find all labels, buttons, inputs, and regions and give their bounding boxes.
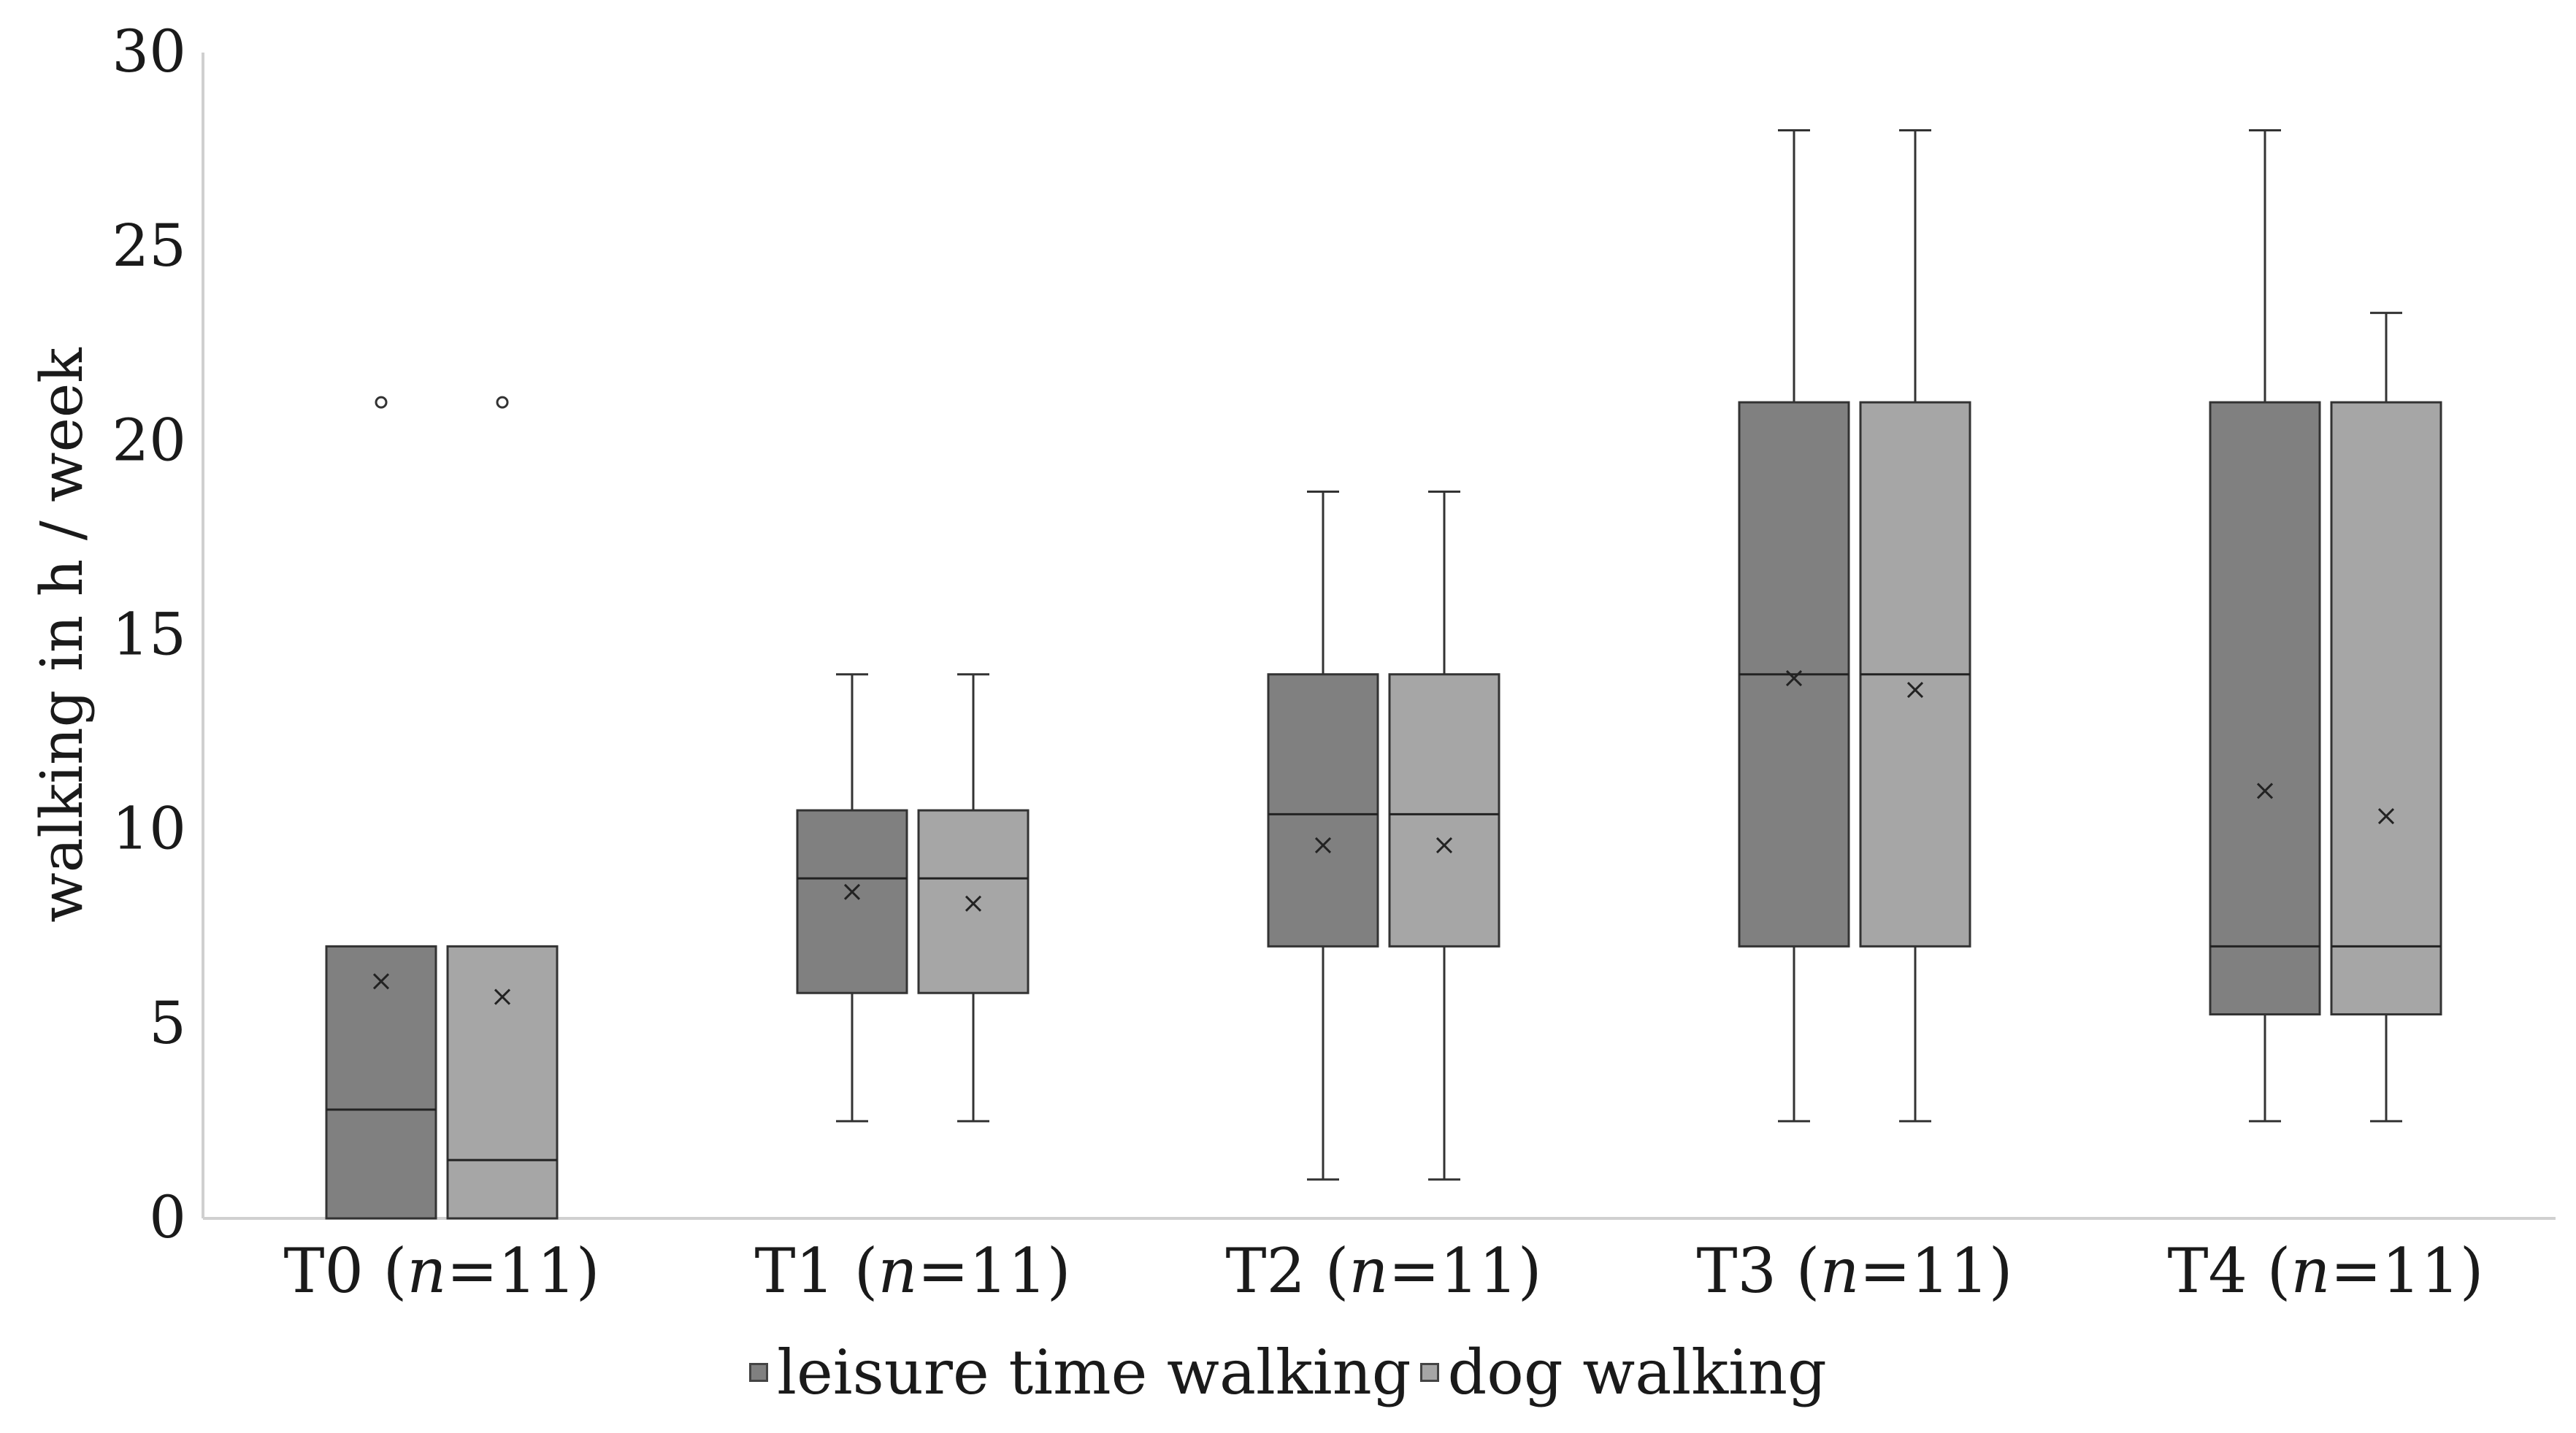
x-tick-label-T4: T4 (n=11): [2167, 1235, 2483, 1307]
box-iqr: [796, 809, 908, 994]
box-dog-T1: [917, 673, 1030, 1123]
mean-marker: [843, 883, 861, 900]
x-tick-labels: T0 (n=11) T1 (n=11) T2 (n=11) T3 (n=11) T4 (…: [283, 1235, 2483, 1307]
legend-label-dog: dog walking: [1447, 1337, 1827, 1408]
mean-marker: [1435, 837, 1453, 854]
y-tick-label: 30: [112, 18, 186, 85]
box-iqr: [917, 809, 1030, 994]
box-iqr: [325, 945, 437, 1220]
box-dog-T2: [1388, 491, 1500, 1181]
box-dog-T3: [1859, 128, 1971, 1123]
mean-marker: [2377, 807, 2395, 825]
outlier-point: [375, 396, 388, 409]
legend: leisure time walking dog walking: [0, 1342, 2576, 1403]
outlier-point: [496, 396, 509, 409]
legend-swatch-dog: [1419, 1363, 1439, 1382]
box-leisure-T1: [796, 673, 908, 1123]
legend-item-leisure: leisure time walking: [749, 1342, 1411, 1403]
legend-swatch-leisure: [749, 1363, 769, 1382]
box-leisure-T3: [1738, 128, 1850, 1123]
box-dog-T0: [446, 396, 559, 1220]
mean-marker: [1906, 681, 1924, 699]
mean-marker: [965, 895, 982, 912]
y-axis-label: walking in h / week: [28, 347, 96, 923]
y-tick-label: 20: [112, 406, 186, 474]
mean-marker: [1314, 837, 1332, 854]
legend-item-dog: dog walking: [1419, 1337, 1827, 1408]
x-tick-label-T2: T2 (n=11): [1225, 1235, 1541, 1307]
mean-marker: [1785, 669, 1803, 687]
box-iqr: [1267, 673, 1379, 948]
box-iqr: [1388, 673, 1500, 948]
box-groups: [325, 128, 2442, 1220]
mean-marker: [494, 988, 511, 1005]
x-tick-label-T1: T1 (n=11): [754, 1235, 1070, 1307]
y-tick-label: 15: [112, 601, 186, 669]
box-dog-T4: [2330, 312, 2442, 1123]
legend-label-leisure: leisure time walking: [777, 1337, 1411, 1408]
mean-marker: [372, 973, 390, 990]
box-iqr: [446, 945, 559, 1220]
y-tick-label: 0: [149, 1183, 186, 1251]
box-leisure-T0: [325, 396, 437, 1220]
mean-marker: [2256, 783, 2274, 799]
y-tick-label: 5: [149, 989, 186, 1057]
box-iqr: [2330, 401, 2442, 1016]
box-leisure-T2: [1267, 491, 1379, 1181]
box-iqr: [2209, 401, 2321, 1016]
y-tick-labels: 0 5 10 15 20 25 30: [112, 18, 186, 1251]
y-tick-label: 10: [112, 795, 186, 863]
x-tick-label-T3: T3 (n=11): [1696, 1235, 2012, 1307]
x-tick-label-T0: T0 (n=11): [283, 1235, 599, 1307]
box-leisure-T4: [2209, 128, 2321, 1123]
y-tick-label: 25: [112, 212, 186, 280]
